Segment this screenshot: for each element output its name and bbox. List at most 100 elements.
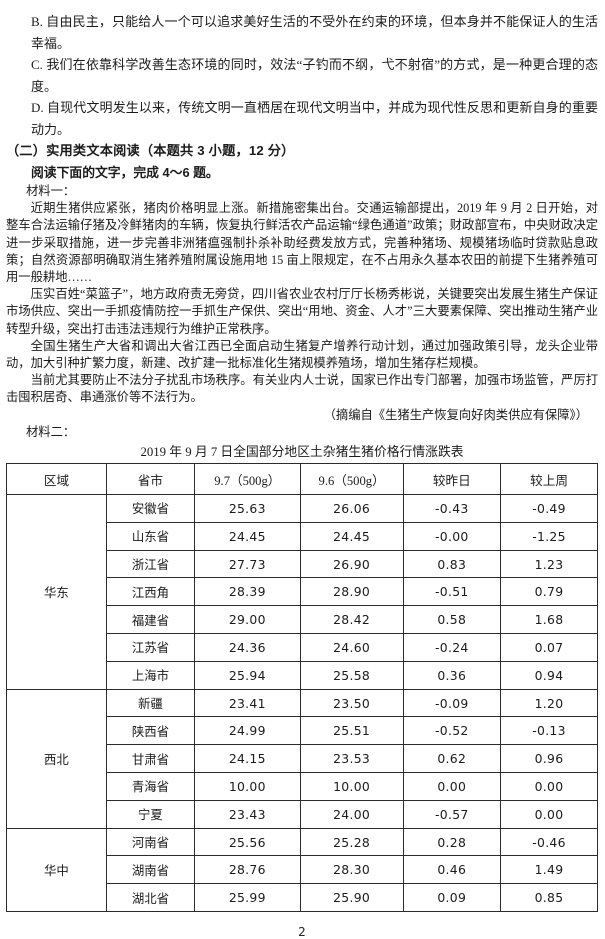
value-cell: -0.57: [402, 799, 502, 829]
province-cell: 上海市: [105, 660, 195, 690]
province-cell: 青海省: [105, 772, 195, 801]
value-cell: 29.00: [193, 605, 301, 635]
province-cell: 湖北省: [105, 883, 195, 912]
value-cell: 23.53: [299, 744, 404, 774]
value-cell: 28.90: [299, 577, 404, 607]
value-cell: -0.51: [402, 577, 502, 607]
value-cell: 23.50: [299, 688, 404, 718]
value-cell: 25.28: [299, 827, 404, 857]
column-header: 9.6（500g）: [299, 463, 404, 496]
value-cell: 0.94: [500, 660, 598, 690]
value-cell: 1.68: [500, 605, 598, 635]
table-row: 山东省 24.45 24.45 -0.00 -1.25: [7, 521, 598, 551]
value-cell: 0.83: [402, 549, 502, 579]
value-cell: 1.49: [500, 855, 598, 885]
province-cell: 江西角: [105, 577, 195, 607]
value-cell: -0.13: [500, 716, 598, 746]
value-cell: 1.20: [500, 688, 598, 718]
table-row: 浙江省 27.73 26.90 0.83 1.23: [7, 549, 598, 579]
value-cell: 26.90: [299, 549, 404, 579]
material2-label: 材料二：: [26, 424, 76, 439]
table-row: 江西角 28.39 28.90 -0.51 0.79: [7, 577, 598, 607]
value-cell: 23.41: [193, 688, 301, 718]
region-cell: 华中: [6, 827, 107, 913]
value-cell: 0.07: [500, 633, 598, 662]
value-cell: 28.39: [193, 577, 301, 607]
value-cell: 10.00: [299, 772, 404, 801]
choice-option: D. 自现代文明发生以来，传统文明一直栖居在现代文明当中，并成为现代性反思和更新…: [31, 100, 598, 137]
province-cell: 浙江省: [105, 549, 195, 579]
column-header: 9.7（500g）: [193, 463, 301, 496]
value-cell: 24.45: [193, 521, 301, 551]
value-cell: 28.76: [193, 855, 301, 885]
province-cell: 陕西省: [105, 716, 195, 746]
value-cell: 26.06: [299, 494, 404, 523]
value-cell: 27.73: [193, 549, 301, 579]
table-row: 福建省 29.00 28.42 0.58 1.68: [7, 605, 598, 635]
province-cell: 河南省: [105, 827, 195, 857]
value-cell: -0.49: [500, 494, 598, 523]
column-header: 区域: [6, 463, 107, 496]
value-cell: 0.00: [402, 772, 502, 801]
value-cell: 0.36: [402, 660, 502, 690]
value-cell: 0.46: [402, 855, 502, 885]
value-cell: 0.00: [500, 799, 598, 829]
value-cell: 24.36: [193, 633, 301, 662]
region-cell: 华东: [6, 494, 107, 690]
region-cell: 西北: [6, 688, 107, 829]
material1-label: 材料一：: [26, 184, 76, 198]
value-cell: 24.15: [193, 744, 301, 774]
choice-option: B. 自由民主，只能给人一个可以追求美好生活的不受外在约束的环境，但本身并不能保…: [31, 14, 598, 51]
table-row: 上海市 25.94 25.58 0.36 0.94: [7, 660, 598, 690]
value-cell: 0.28: [402, 827, 502, 857]
province-cell: 山东省: [105, 521, 195, 551]
source-attribution: （摘编自《生猪生产恢复向好肉类供应有保障》）: [323, 407, 588, 422]
value-cell: 24.60: [299, 633, 404, 662]
value-cell: 24.45: [299, 521, 404, 551]
document-page: B. 自由民主，只能给人一个可以追求美好生活的不受外在约束的环境，但本身并不能保…: [6, 11, 598, 939]
material1-paragraph: 当前尤其要防止不法分子扰乱市场秩序。有关业内人士说，国家已作出专门部署，加强市场…: [6, 373, 598, 405]
value-cell: 28.42: [299, 605, 404, 635]
material1-paragraph: 近期生猪供应紧张，猪肉价格明显上涨。新措施密集出台。交通运输部提出，2019 年…: [6, 201, 598, 285]
value-cell: 28.30: [299, 855, 404, 885]
table-row: 青海省 10.00 10.00 0.00 0.00: [7, 772, 598, 801]
section-heading: （二）实用类文本阅读（本题共 3 小题，12 分）: [6, 143, 295, 158]
table-header-row: 区域 省市 9.7（500g） 9.6（500g） 较昨日 较上周: [6, 463, 598, 496]
value-cell: 25.51: [299, 716, 404, 746]
table-row: 华中 河南省 25.56 25.28 0.28 -0.46: [6, 827, 598, 913]
column-header: 省市: [105, 463, 195, 496]
value-cell: -0.52: [402, 716, 502, 746]
province-cell: 甘肃省: [105, 744, 195, 774]
value-cell: 25.90: [299, 883, 404, 912]
value-cell: 24.99: [193, 716, 301, 746]
value-cell: 25.99: [193, 883, 301, 912]
value-cell: -0.00: [402, 521, 502, 551]
table-row: 江苏省 24.36 24.60 -0.24 0.07: [7, 633, 598, 662]
section-instruction: 阅读下面的文字，完成 4～6 题。: [31, 164, 219, 180]
value-cell: 25.94: [193, 660, 301, 690]
material1-paragraph: 全国生猪生产大省和调出大省江西已全面启动生猪复产增养行动计划，通过加强政策引导，…: [6, 338, 598, 371]
page-number: 2: [298, 925, 306, 939]
material1-paragraph: 压实百姓“菜篮子”，地方政府责无旁贷，四川省农业农村厅厅长杨秀彬说，关键要突出发…: [6, 287, 598, 336]
column-header: 较昨日: [402, 463, 502, 496]
choice-options: B. 自由民主，只能给人一个可以追求美好生活的不受外在约束的环境，但本身并不能保…: [6, 11, 598, 140]
value-cell: -0.24: [402, 633, 502, 662]
value-cell: 25.58: [299, 660, 404, 690]
value-cell: 25.63: [193, 494, 301, 523]
province-cell: 江苏省: [105, 633, 195, 662]
province-cell: 福建省: [105, 605, 195, 635]
value-cell: 23.43: [193, 799, 301, 829]
table-row: 西北 新疆 23.41 23.50 -0.09 1.20: [6, 688, 598, 829]
value-cell: -1.25: [500, 521, 598, 551]
table-row: 华东 安徽省 25.63 26.06 -0.43 -0.49: [6, 494, 598, 690]
value-cell: 0.62: [402, 744, 502, 774]
province-cell: 安徽省: [105, 494, 195, 523]
value-cell: 0.85: [500, 883, 598, 912]
material1-paragraphs: 近期生猪供应紧张，猪肉价格明显上涨。新措施密集出台。交通运输部提出，2019 年…: [6, 200, 598, 406]
value-cell: -0.46: [500, 827, 598, 857]
value-cell: 1.23: [500, 549, 598, 579]
value-cell: 25.56: [193, 827, 301, 857]
value-cell: -0.09: [402, 688, 502, 718]
pig-price-table: 区域 省市 9.7（500g） 9.6（500g） 较昨日 较上周 华东 安徽省 25.63 2…: [6, 463, 598, 913]
value-cell: 24.00: [299, 799, 404, 829]
